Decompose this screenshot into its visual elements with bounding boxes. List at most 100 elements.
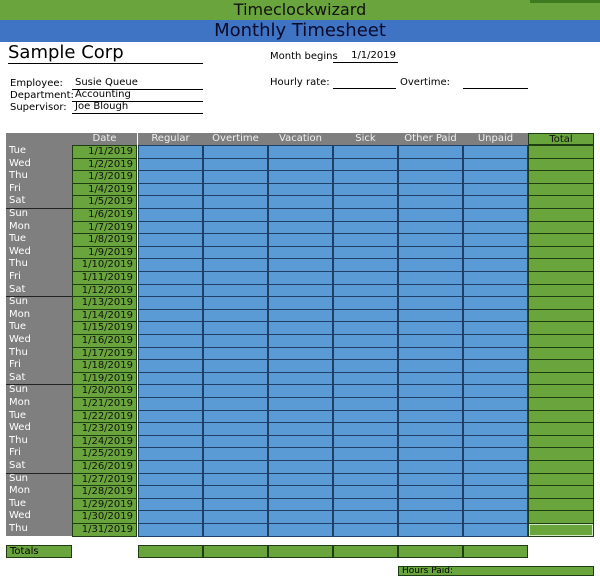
hours-cell-unpaid[interactable]: [463, 422, 528, 436]
hours-cell-overtime[interactable]: [203, 510, 268, 524]
hours-cell-regular[interactable]: [138, 334, 203, 348]
date-cell[interactable]: 1/15/2019: [72, 321, 137, 335]
employee-field[interactable]: Susie Queue: [72, 77, 203, 90]
hours-cell-sick[interactable]: [333, 145, 398, 159]
hours-cell-vacation[interactable]: [268, 460, 333, 474]
hours-cell-sick[interactable]: [333, 296, 398, 310]
hours-cell-overtime[interactable]: [203, 523, 268, 537]
hours-cell-vacation[interactable]: [268, 359, 333, 373]
hours-cell-overtime[interactable]: [203, 434, 268, 449]
hours-cell-overtime[interactable]: [203, 271, 268, 285]
hours-cell-vacation[interactable]: [268, 245, 333, 260]
date-cell[interactable]: 1/25/2019: [72, 447, 137, 461]
hours-cell-unpaid[interactable]: [463, 523, 528, 537]
hours-cell-unpaid[interactable]: [463, 346, 528, 361]
date-cell[interactable]: 1/11/2019: [72, 271, 137, 285]
hours-cell-vacation[interactable]: [268, 296, 333, 310]
hours-cell-other-paid[interactable]: [398, 321, 463, 335]
hours-cell-vacation[interactable]: [268, 346, 333, 361]
hours-cell-vacation[interactable]: [268, 409, 333, 424]
hours-cell-sick[interactable]: [333, 346, 398, 361]
hours-cell-sick[interactable]: [333, 157, 398, 172]
date-cell[interactable]: 1/5/2019: [72, 195, 137, 209]
hours-cell-unpaid[interactable]: [463, 472, 528, 487]
hours-cell-vacation[interactable]: [268, 434, 333, 449]
date-cell[interactable]: 1/17/2019: [72, 346, 137, 361]
hours-cell-vacation[interactable]: [268, 422, 333, 436]
hours-cell-vacation[interactable]: [268, 321, 333, 335]
hours-cell-vacation[interactable]: [268, 195, 333, 209]
hours-cell-other-paid[interactable]: [398, 157, 463, 172]
date-cell[interactable]: 1/30/2019: [72, 510, 137, 524]
hours-cell-regular[interactable]: [138, 271, 203, 285]
hours-cell-unpaid[interactable]: [463, 308, 528, 323]
date-cell[interactable]: 1/2/2019: [72, 157, 137, 172]
hours-cell-sick[interactable]: [333, 397, 398, 411]
date-cell[interactable]: 1/13/2019: [72, 296, 137, 310]
supervisor-field[interactable]: Joe Blough: [72, 101, 203, 114]
hours-cell-unpaid[interactable]: [463, 271, 528, 285]
date-cell[interactable]: 1/24/2019: [72, 434, 137, 449]
hours-cell-overtime[interactable]: [203, 409, 268, 424]
hours-cell-regular[interactable]: [138, 145, 203, 159]
hours-cell-regular[interactable]: [138, 472, 203, 487]
hours-cell-regular[interactable]: [138, 208, 203, 222]
date-cell[interactable]: 1/26/2019: [72, 460, 137, 474]
hours-cell-unpaid[interactable]: [463, 321, 528, 335]
hours-cell-unpaid[interactable]: [463, 497, 528, 512]
hours-cell-overtime[interactable]: [203, 283, 268, 298]
hours-cell-vacation[interactable]: [268, 485, 333, 499]
hours-cell-regular[interactable]: [138, 182, 203, 197]
hours-cell-regular[interactable]: [138, 422, 203, 436]
hours-cell-overtime[interactable]: [203, 460, 268, 474]
hours-cell-unpaid[interactable]: [463, 460, 528, 474]
date-cell[interactable]: 1/20/2019: [72, 384, 137, 398]
hours-cell-overtime[interactable]: [203, 308, 268, 323]
hours-cell-other-paid[interactable]: [398, 447, 463, 461]
hours-cell-unpaid[interactable]: [463, 397, 528, 411]
date-cell[interactable]: 1/10/2019: [72, 258, 137, 272]
hours-cell-overtime[interactable]: [203, 258, 268, 272]
hours-cell-other-paid[interactable]: [398, 510, 463, 524]
date-cell[interactable]: 1/4/2019: [72, 182, 137, 197]
hours-cell-vacation[interactable]: [268, 271, 333, 285]
hours-cell-other-paid[interactable]: [398, 460, 463, 474]
hours-cell-regular[interactable]: [138, 170, 203, 184]
hours-cell-overtime[interactable]: [203, 485, 268, 499]
hours-cell-sick[interactable]: [333, 271, 398, 285]
hours-cell-regular[interactable]: [138, 409, 203, 424]
hours-cell-other-paid[interactable]: [398, 233, 463, 247]
date-cell[interactable]: 1/18/2019: [72, 359, 137, 373]
hours-cell-overtime[interactable]: [203, 208, 268, 222]
hours-cell-regular[interactable]: [138, 283, 203, 298]
date-cell[interactable]: 1/3/2019: [72, 170, 137, 184]
hours-cell-overtime[interactable]: [203, 371, 268, 386]
hours-cell-regular[interactable]: [138, 397, 203, 411]
hours-cell-regular[interactable]: [138, 346, 203, 361]
date-cell[interactable]: 1/27/2019: [72, 472, 137, 487]
date-cell[interactable]: 1/29/2019: [72, 497, 137, 512]
hours-cell-unpaid[interactable]: [463, 359, 528, 373]
hours-cell-other-paid[interactable]: [398, 208, 463, 222]
hours-cell-overtime[interactable]: [203, 472, 268, 487]
hours-cell-sick[interactable]: [333, 409, 398, 424]
date-cell[interactable]: 1/31/2019: [72, 523, 137, 537]
hours-cell-vacation[interactable]: [268, 157, 333, 172]
hours-cell-overtime[interactable]: [203, 359, 268, 373]
hours-cell-overtime[interactable]: [203, 182, 268, 197]
hours-cell-other-paid[interactable]: [398, 422, 463, 436]
hours-cell-unpaid[interactable]: [463, 384, 528, 398]
hours-cell-regular[interactable]: [138, 447, 203, 461]
hours-cell-vacation[interactable]: [268, 145, 333, 159]
hours-cell-regular[interactable]: [138, 233, 203, 247]
date-cell[interactable]: 1/14/2019: [72, 308, 137, 323]
hours-cell-sick[interactable]: [333, 208, 398, 222]
hours-cell-vacation[interactable]: [268, 371, 333, 386]
hours-cell-other-paid[interactable]: [398, 384, 463, 398]
hours-cell-overtime[interactable]: [203, 296, 268, 310]
hours-cell-overtime[interactable]: [203, 384, 268, 398]
hours-cell-unpaid[interactable]: [463, 220, 528, 235]
hours-cell-vacation[interactable]: [268, 334, 333, 348]
hours-cell-other-paid[interactable]: [398, 334, 463, 348]
hours-cell-regular[interactable]: [138, 510, 203, 524]
